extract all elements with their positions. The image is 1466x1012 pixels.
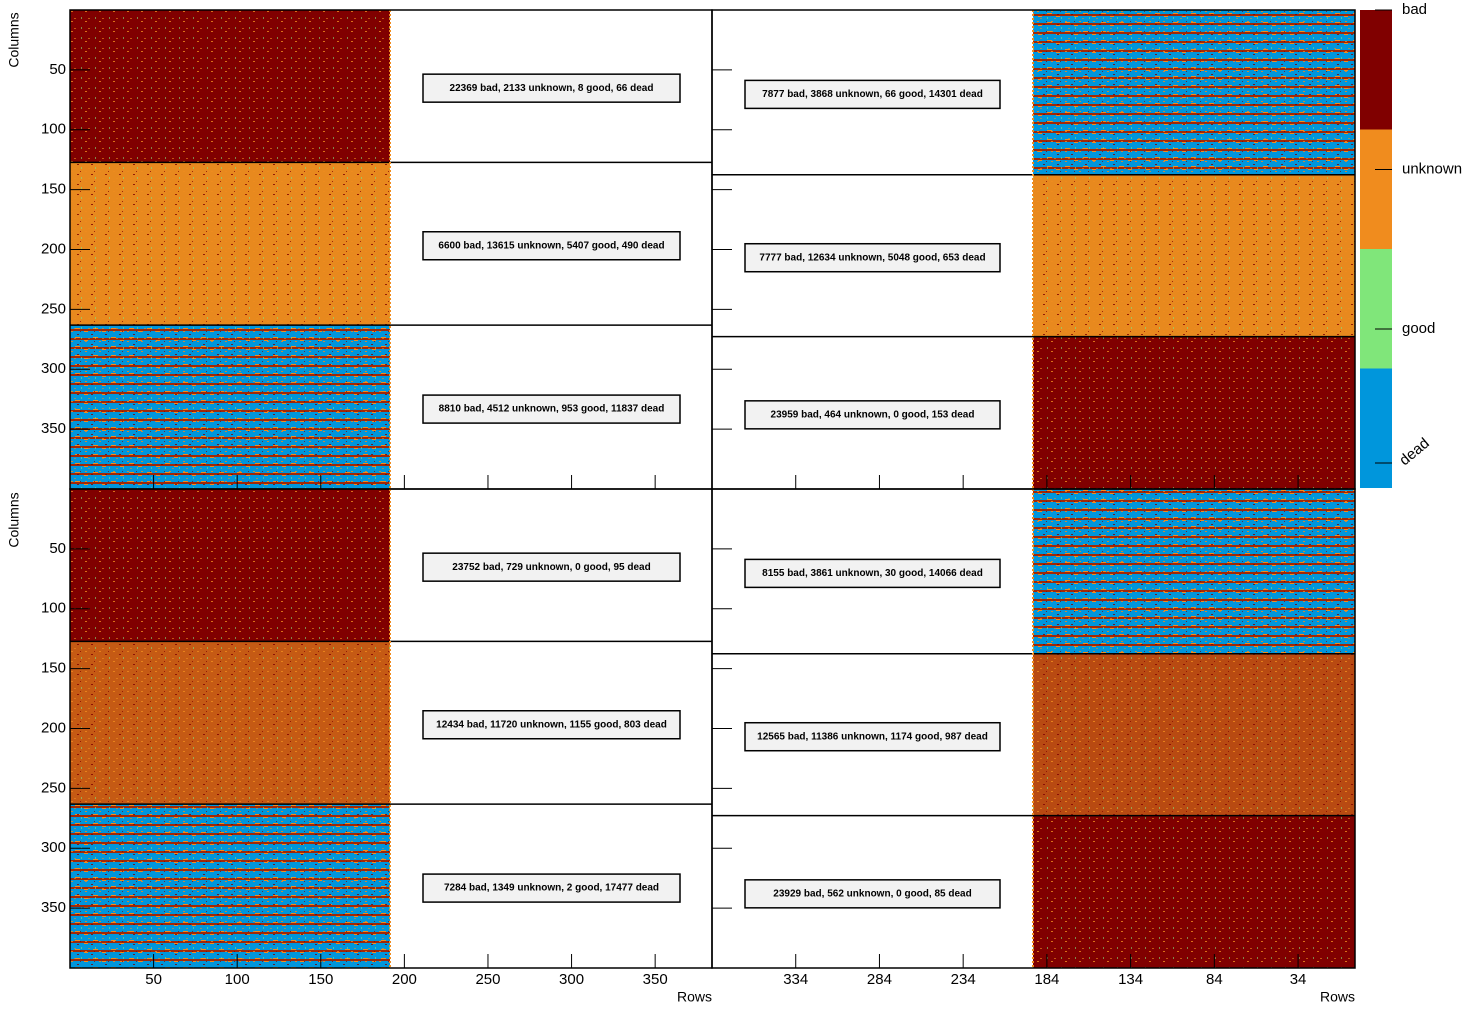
y-tick-label: 50	[49, 540, 66, 557]
legend-label: bad	[1402, 1, 1427, 18]
x-tick-label: 234	[951, 971, 976, 988]
y-tick-label: 50	[49, 61, 66, 78]
x-tick-label: 300	[559, 971, 584, 988]
y-tick-label: 100	[41, 600, 66, 617]
legend-swatch	[1360, 368, 1392, 488]
stats-text: 6600 bad, 13615 unknown, 5407 good, 490 …	[438, 240, 664, 251]
stats-box	[744, 721, 1001, 752]
legend-label: good	[1402, 320, 1435, 337]
stats-text: 7877 bad, 3868 unknown, 66 good, 14301 d…	[762, 89, 983, 100]
x-axis-label: Rows	[677, 989, 712, 1005]
stats-box	[422, 394, 681, 424]
pixel-noise	[70, 162, 390, 326]
stats-box	[422, 873, 681, 903]
x-tick-label: 84	[1206, 971, 1223, 988]
y-axis-label: Columns	[6, 12, 22, 67]
y-tick-label: 250	[41, 779, 66, 796]
y-tick-label: 150	[41, 181, 66, 198]
y-tick-label: 300	[41, 360, 66, 377]
stats-text: 23752 bad, 729 unknown, 0 good, 95 dead	[452, 562, 650, 573]
stats-text: 8810 bad, 4512 unknown, 953 good, 11837 …	[439, 404, 665, 415]
x-tick-label: 350	[643, 971, 668, 988]
pixel-noise	[70, 641, 390, 805]
x-tick-label: 284	[867, 971, 892, 988]
plot-area	[70, 10, 1355, 968]
stats-text: 12434 bad, 11720 unknown, 1155 good, 803…	[436, 719, 667, 730]
y-tick-label: 350	[41, 899, 66, 916]
legend-swatch	[1360, 129, 1392, 249]
legend-label: dead	[1396, 435, 1432, 469]
x-tick-label: 150	[308, 971, 333, 988]
pixel-noise	[70, 804, 390, 968]
pixel-noise	[70, 489, 390, 642]
y-tick-label: 200	[41, 240, 66, 257]
y-tick-label: 200	[41, 719, 66, 736]
stats-text: 22369 bad, 2133 unknown, 8 good, 66 dead	[450, 83, 654, 94]
y-axis-label: Columns	[6, 492, 22, 547]
pixel-noise	[1033, 653, 1355, 816]
x-tick-label: 100	[225, 971, 250, 988]
pixel-noise	[70, 325, 390, 489]
pixel-noise	[70, 10, 390, 163]
x-tick-label: 200	[392, 971, 417, 988]
y-tick-label: 250	[41, 300, 66, 317]
y-tick-label: 150	[41, 660, 66, 677]
x-tick-label: 34	[1290, 971, 1307, 988]
x-tick-label: 250	[475, 971, 500, 988]
stats-box	[744, 242, 1001, 273]
legend-swatch	[1360, 10, 1392, 130]
stats-box	[422, 552, 681, 582]
stats-text: 23959 bad, 464 unknown, 0 good, 153 dead	[771, 409, 975, 420]
stats-box	[744, 558, 1001, 589]
x-tick-label: 134	[1118, 971, 1143, 988]
y-tick-label: 100	[41, 121, 66, 138]
stats-box	[422, 231, 681, 261]
pixel-noise	[1033, 489, 1355, 654]
stats-box	[422, 710, 681, 740]
y-tick-label: 300	[41, 839, 66, 856]
pixel-noise	[1033, 815, 1355, 968]
stats-box	[744, 879, 1001, 909]
x-tick-label: 184	[1034, 971, 1059, 988]
stats-text: 7777 bad, 12634 unknown, 5048 good, 653 …	[759, 252, 985, 263]
stats-text: 12565 bad, 11386 unknown, 1174 good, 987…	[757, 731, 988, 742]
stats-box	[744, 79, 1001, 110]
legend-label: unknown	[1402, 160, 1462, 177]
stats-box	[422, 73, 681, 103]
stats-text: 7284 bad, 1349 unknown, 2 good, 17477 de…	[444, 883, 659, 894]
legend-swatch	[1360, 249, 1392, 369]
pixel-noise	[1033, 174, 1355, 337]
stats-text: 23929 bad, 562 unknown, 0 good, 85 dead	[773, 888, 971, 899]
x-axis-label: Rows	[1320, 989, 1355, 1005]
x-tick-label: 50	[145, 971, 162, 988]
stats-text: 8155 bad, 3861 unknown, 30 good, 14066 d…	[762, 568, 983, 579]
pixel-noise	[1033, 10, 1355, 175]
y-tick-label: 350	[41, 420, 66, 437]
stats-box	[744, 400, 1001, 430]
pixel-noise	[1033, 336, 1355, 489]
x-tick-label: 334	[783, 971, 808, 988]
